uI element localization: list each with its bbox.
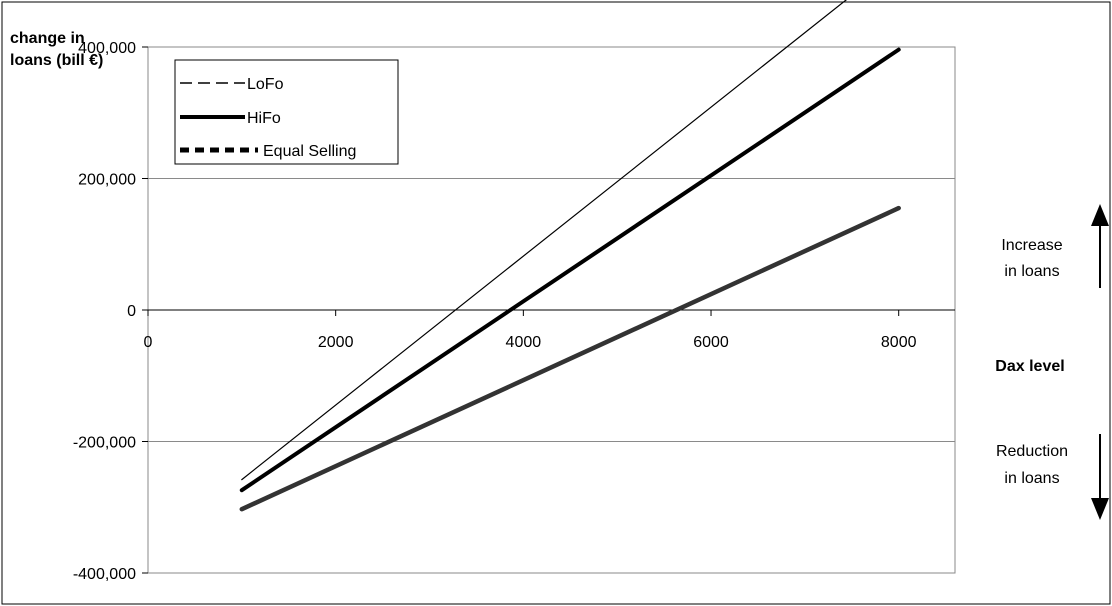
increase-text-line2: in loans xyxy=(1004,263,1059,280)
series-line-equal-selling xyxy=(239,205,901,512)
y-axis-label-line1: change in xyxy=(10,30,85,47)
legend-label-hifo: HiFo xyxy=(247,110,281,127)
reduction-text-line1: Reduction xyxy=(996,443,1068,460)
x-tick-label: 6000 xyxy=(693,334,729,351)
series-lines xyxy=(239,0,901,512)
up-arrow-icon xyxy=(1091,204,1109,226)
y-tick-label: 400,000 xyxy=(78,40,136,57)
down-arrow-icon xyxy=(1091,498,1109,520)
legend-label-equal-selling: Equal Selling xyxy=(263,143,356,160)
gridlines xyxy=(148,46,955,574)
series-line-hifo xyxy=(239,47,901,493)
y-tick-labels: 400,000 200,000 0 -200,000 -400,000 xyxy=(73,40,148,583)
series-line-lofo xyxy=(241,0,848,481)
y-tick-label: -200,000 xyxy=(73,435,136,452)
increase-text-line1: Increase xyxy=(1001,237,1062,254)
x-tick-label: 2000 xyxy=(318,334,354,351)
x-tick-label: 0 xyxy=(144,334,153,351)
x-tick-labels: 0 2000 4000 6000 8000 xyxy=(144,310,917,351)
legend-label-lofo: LoFo xyxy=(247,76,284,93)
x-axis-label: Dax level xyxy=(995,358,1064,375)
reduction-annotation: Reduction in loans xyxy=(996,434,1109,520)
y-tick-label: 0 xyxy=(127,303,136,320)
legend: LoFo HiFo Equal Selling xyxy=(174,59,399,165)
y-tick-label: -400,000 xyxy=(73,566,136,583)
y-tick-label: 200,000 xyxy=(78,172,136,189)
reduction-text-line2: in loans xyxy=(1004,470,1059,487)
x-tick-label: 4000 xyxy=(506,334,542,351)
y-axis-label-line2: loans (bill €) xyxy=(10,52,103,69)
legend-box xyxy=(174,59,399,165)
increase-annotation: Increase in loans xyxy=(1001,204,1109,288)
x-tick-label: 8000 xyxy=(881,334,917,351)
